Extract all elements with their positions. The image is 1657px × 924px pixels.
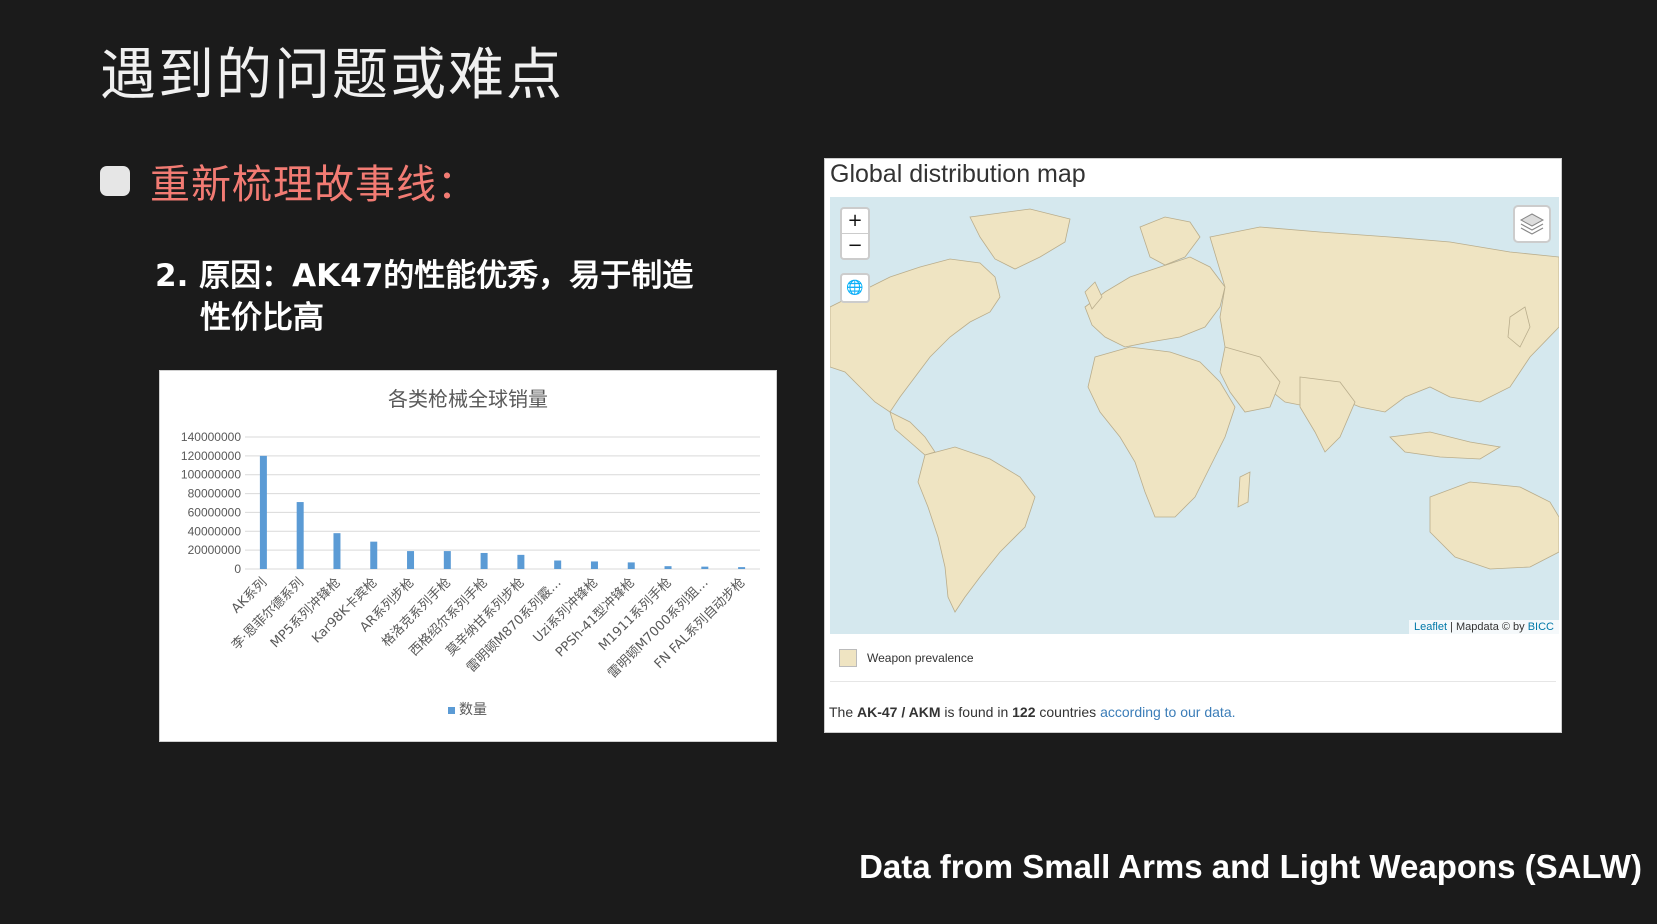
- sales-chart-panel: 各类枪械全球销量 140000000 120000000 100000000 80000…: [159, 370, 777, 742]
- reason-line-2: 性价比高: [200, 300, 324, 336]
- bar: [590, 561, 598, 569]
- central-america-shape: [889, 411, 936, 456]
- y-tick-label: 120000000: [181, 449, 241, 463]
- uk-shape: [1084, 281, 1103, 310]
- found-prefix: The: [829, 704, 858, 720]
- bar: [627, 562, 635, 569]
- found-weapon: AK-47 / AKM: [857, 704, 941, 720]
- south-america-shape: [917, 446, 1036, 613]
- bar: [370, 541, 378, 569]
- found-mid: is found in: [940, 704, 1013, 720]
- bar: [517, 554, 525, 569]
- madagascar-shape: [1237, 471, 1251, 508]
- bar: [701, 566, 709, 569]
- indonesia-shape: [1389, 431, 1502, 460]
- greenland-shape: [969, 208, 1071, 270]
- bar: [664, 566, 672, 569]
- page-title: 遇到的问题或难点: [100, 43, 564, 108]
- bar: [259, 455, 267, 569]
- y-tick-label: 140000000: [181, 430, 241, 444]
- map-title: Global distribution map: [830, 160, 1086, 188]
- bar: [443, 551, 451, 569]
- north-america-shape: [830, 258, 1001, 413]
- bar: [738, 567, 746, 569]
- leaflet-link[interactable]: Leaflet: [1414, 621, 1448, 633]
- bar: [296, 502, 304, 569]
- world-map[interactable]: + − 🌐 Leaflet | Mapdata © by BICC: [830, 197, 1559, 634]
- reason-line-1: 2. 原因：AK47的性能优秀，易于制造: [155, 258, 694, 294]
- bullet-text: 重新梳理故事线：: [150, 162, 478, 208]
- y-tick-label: 80000000: [188, 487, 242, 501]
- legend-swatch: [448, 707, 455, 714]
- map-panel: Global distribution map: [824, 158, 1562, 733]
- map-attribution: Leaflet | Mapdata © by BICC: [1409, 620, 1559, 634]
- world-map-svg: [830, 208, 1559, 613]
- attribution-text: | Mapdata © by: [1447, 621, 1528, 633]
- arabia-shape: [1219, 346, 1281, 413]
- y-tick-label: 40000000: [188, 524, 242, 538]
- legend-divider: [830, 681, 1556, 682]
- sales-chart: 各类枪械全球销量 140000000 120000000 100000000 80000…: [181, 387, 760, 718]
- data-source-link[interactable]: according to our data.: [1100, 704, 1236, 720]
- legend-label: Weapon prevalence: [867, 651, 974, 665]
- globe-icon[interactable]: 🌐: [840, 273, 870, 303]
- x-tick-label: Uzi系列冲锋枪: [530, 575, 601, 646]
- layers-icon[interactable]: [1513, 205, 1551, 243]
- bullet-marker-icon: [100, 166, 130, 196]
- found-text: The AK-47 / AKM is found in 122 countrie…: [829, 704, 1236, 720]
- map-legend: Weapon prevalence: [839, 649, 974, 667]
- layers-icon-svg: [1519, 213, 1545, 235]
- india-shape: [1299, 376, 1356, 453]
- zoom-out-button[interactable]: −: [847, 235, 863, 256]
- legend-label: 数量: [459, 702, 487, 718]
- bicc-link[interactable]: BICC: [1527, 621, 1554, 633]
- found-suffix: countries: [1035, 704, 1101, 720]
- data-source-footer: Data from Small Arms and Light Weapons (…: [859, 848, 1642, 885]
- japan-shape: [1507, 306, 1531, 348]
- found-count: 122: [1012, 704, 1036, 720]
- legend-swatch: [839, 649, 857, 667]
- y-tick-label: 60000000: [188, 505, 242, 519]
- bar: [480, 552, 488, 569]
- bullet-row: 重新梳理故事线：: [100, 152, 478, 210]
- y-tick-label: 20000000: [188, 543, 242, 557]
- chart-title: 各类枪械全球销量: [388, 387, 548, 411]
- africa-shape: [1087, 346, 1236, 518]
- x-tick-label: Kar98K卡宾枪: [309, 575, 381, 647]
- australia-shape: [1429, 481, 1559, 570]
- y-tick-label: 100000000: [181, 468, 241, 482]
- y-tick-label: 0: [234, 562, 241, 576]
- reason-text: 2. 原因：AK47的性能优秀，易于制造 性价比高: [155, 255, 693, 339]
- bar: [333, 533, 341, 569]
- bar: [407, 551, 415, 569]
- scandinavia-shape: [1139, 216, 1201, 266]
- europe-shape: [1084, 256, 1226, 348]
- zoom-control: + −: [840, 207, 870, 260]
- zoom-in-button[interactable]: +: [842, 209, 868, 234]
- bar: [554, 560, 562, 569]
